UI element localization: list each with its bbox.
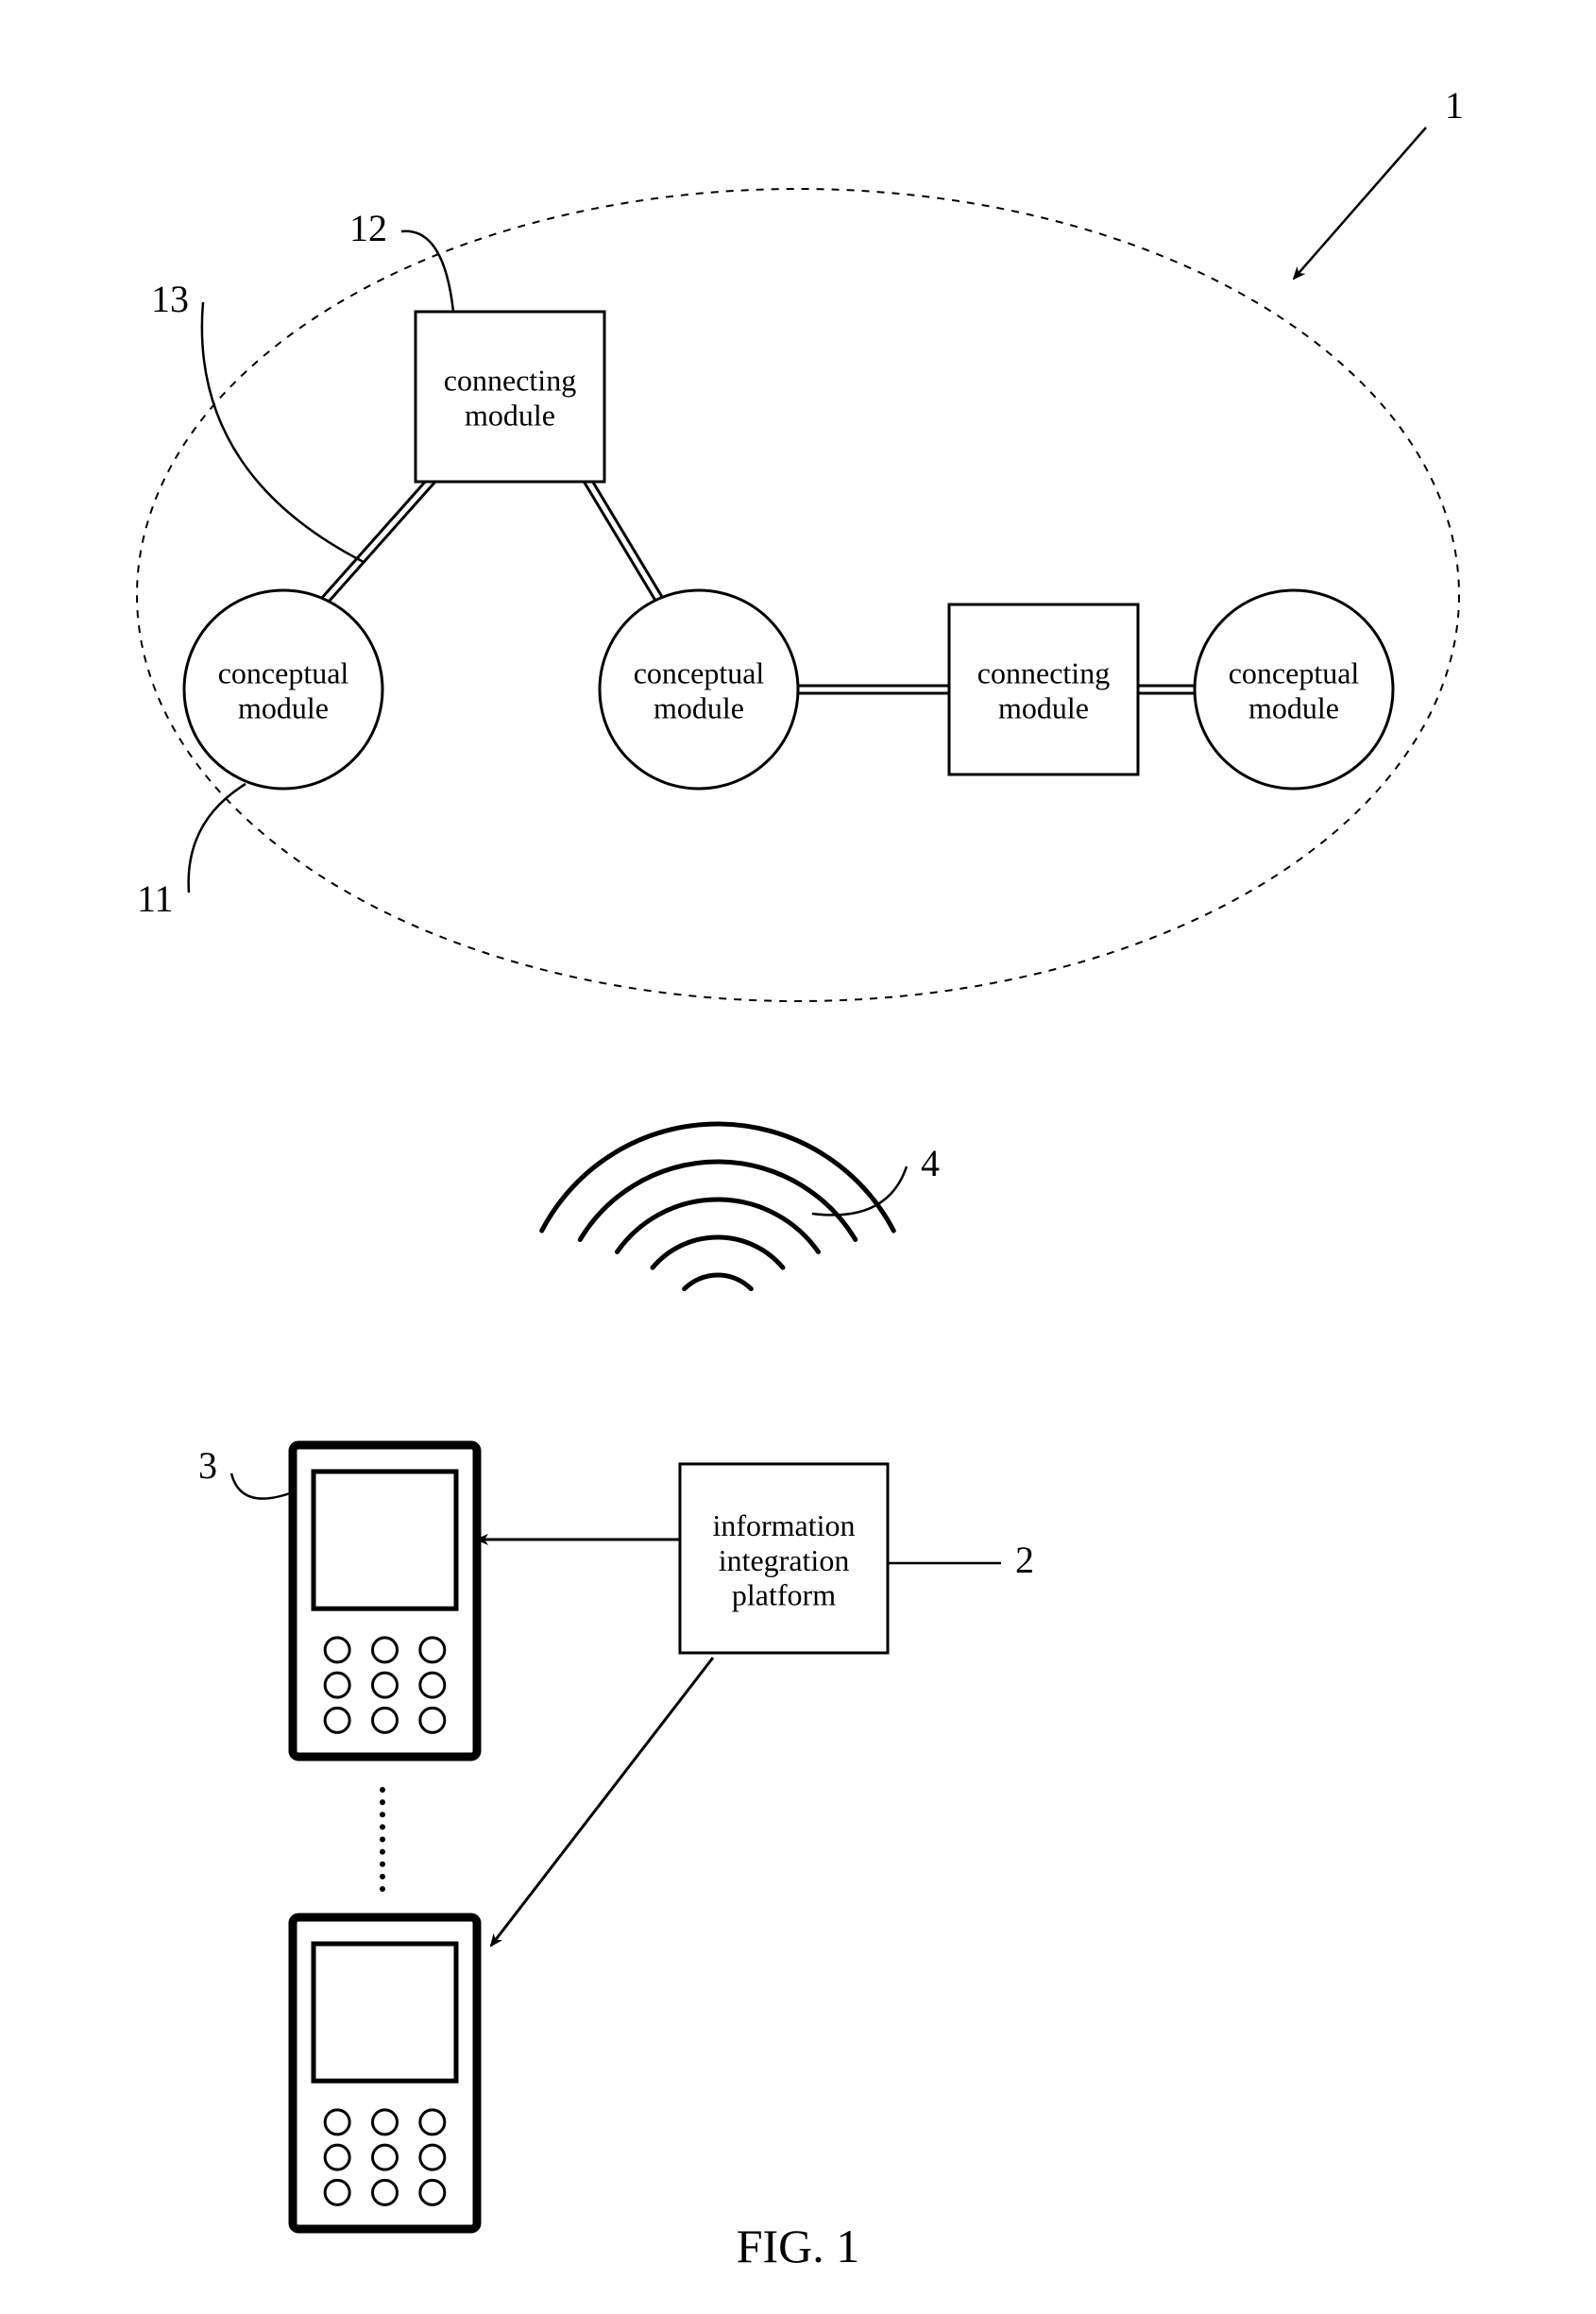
ref-label-12: 12 [349, 207, 387, 249]
figure-label: FIG. 1 [737, 2220, 860, 2272]
ellipsis-dot-5 [380, 1849, 385, 1855]
leader-3 [231, 1473, 293, 1499]
ref-label-1: 1 [1445, 84, 1464, 127]
ellipsis-dot-4 [380, 1837, 385, 1843]
phone-0 [293, 1445, 477, 1757]
phone-1 [293, 1917, 477, 2229]
circ1-label-1: module [238, 690, 329, 724]
circ2-label-0: conceptual [634, 656, 765, 690]
circ1-label-0: conceptual [218, 656, 349, 690]
wireless-arc-0 [685, 1275, 752, 1289]
link-conn1-circ2 [588, 475, 664, 601]
ellipsis-dot-3 [380, 1824, 385, 1829]
platform-label-0: information [712, 1508, 855, 1542]
platform-label-1: integration [719, 1543, 850, 1577]
ellipsis-dot-7 [380, 1874, 385, 1880]
circ3-label-0: conceptual [1229, 656, 1360, 690]
ellipsis-dot-1 [380, 1799, 385, 1805]
platform-label-2: platform [732, 1578, 836, 1612]
leader-1 [1294, 128, 1426, 279]
conn2-label-0: connecting [977, 656, 1110, 690]
ellipsis-dot-8 [380, 1886, 385, 1892]
ref-label-2: 2 [1015, 1539, 1034, 1581]
circ2-label-1: module [654, 690, 744, 724]
leader-13 [202, 302, 364, 562]
leader-12 [401, 231, 453, 312]
leader-11 [189, 784, 246, 893]
conn2-label-1: module [998, 690, 1089, 724]
conn1-label-1: module [465, 398, 555, 432]
link-conn1-circ2 [583, 479, 658, 604]
ellipsis-dot-0 [380, 1787, 385, 1793]
link-conn1-circ1 [318, 474, 432, 602]
wireless-arc-2 [618, 1200, 819, 1251]
ref-label-3: 3 [198, 1444, 217, 1487]
platform-arrow-1 [491, 1658, 713, 1946]
leader-4 [812, 1166, 907, 1215]
conn1-label-0: connecting [444, 364, 576, 398]
ref-label-4: 4 [921, 1142, 940, 1184]
ref-label-11: 11 [137, 877, 174, 920]
ref-label-13: 13 [151, 278, 189, 320]
wireless-arc-1 [653, 1237, 783, 1268]
circ3-label-1: module [1248, 690, 1339, 724]
ellipsis-dot-6 [380, 1862, 385, 1867]
link-conn1-circ1 [324, 480, 437, 607]
ellipsis-dot-2 [380, 1812, 385, 1817]
